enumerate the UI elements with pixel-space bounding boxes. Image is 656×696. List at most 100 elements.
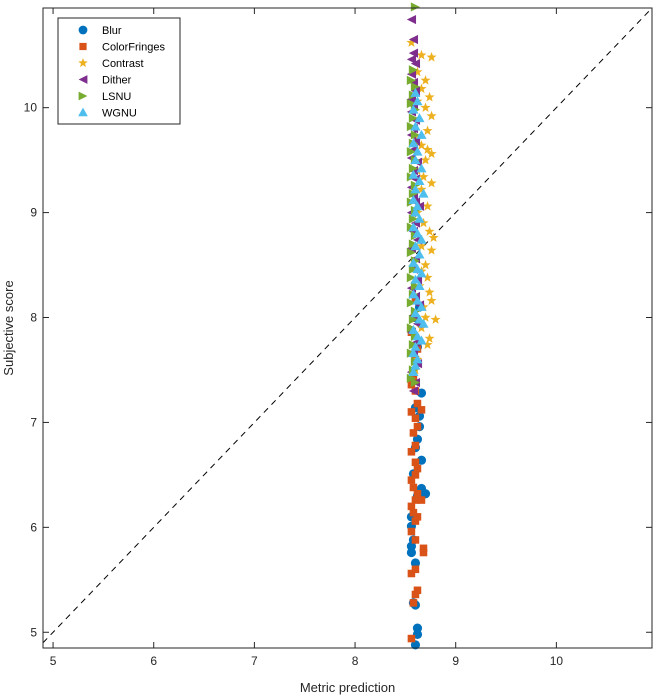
legend-marker-colorfringes	[79, 42, 87, 51]
legend-marker-dither	[78, 75, 88, 84]
data-point-wgnu	[416, 268, 427, 278]
data-point-wgnu	[418, 318, 429, 328]
data-point-wgnu	[408, 104, 419, 114]
data-point-contrast	[424, 226, 435, 236]
data-point-lsnu	[410, 377, 421, 388]
data-point-wgnu	[410, 184, 421, 194]
data-point-contrast	[426, 295, 437, 305]
data-point-wgnu	[408, 138, 419, 148]
data-point-dither	[410, 59, 421, 69]
series-wgnu	[408, 87, 429, 376]
data-point-lsnu	[408, 340, 419, 350]
data-point-blur	[406, 547, 417, 558]
data-point-wgnu	[410, 155, 421, 165]
legend: Blur ColorFringes Contrast Dither LSNU WGNU	[57, 17, 181, 125]
data-point-wgnu	[410, 360, 421, 370]
data-point-wgnu	[410, 241, 421, 251]
data-point-colorfringes	[411, 458, 420, 467]
data-point-lsnu	[410, 82, 421, 92]
y-tick-label: 8	[30, 311, 37, 325]
data-point-colorfringes	[409, 429, 418, 437]
legend-label-dither: Dither	[102, 75, 132, 87]
legend-label-contrast: Contrast	[102, 58, 144, 70]
data-point-lsnu	[408, 239, 419, 249]
data-point-contrast	[422, 144, 433, 154]
data-point-contrast	[418, 171, 429, 182]
y-tick-label: 6	[30, 520, 37, 534]
data-point-colorfringes	[407, 448, 416, 456]
data-point-contrast	[424, 333, 435, 343]
data-point-colorfringes	[411, 517, 420, 525]
data-point-lsnu	[406, 273, 417, 283]
data-point-colorfringes	[417, 406, 426, 414]
data-point-lsnu	[408, 315, 419, 325]
data-point-wgnu	[416, 234, 427, 244]
data-point-wgnu	[414, 176, 425, 186]
data-point-contrast	[416, 184, 427, 194]
data-point-colorfringes	[413, 586, 422, 595]
data-point-wgnu	[416, 335, 427, 345]
data-point-blur	[412, 623, 423, 633]
data-point-contrast	[406, 37, 417, 47]
x-axis-title: Metric prediction	[300, 680, 395, 695]
data-point-wgnu	[412, 295, 423, 305]
data-point-colorfringes	[409, 599, 418, 607]
data-point-colorfringes	[413, 489, 422, 498]
y-tick-label: 9	[30, 206, 37, 220]
data-point-lsnu	[406, 298, 417, 308]
data-point-dither	[410, 136, 421, 146]
reference-diagonal-line	[42, 7, 653, 644]
data-point-wgnu	[412, 96, 423, 106]
data-point-contrast	[422, 125, 433, 136]
data-point-wgnu	[412, 331, 423, 341]
data-point-contrast	[416, 49, 427, 60]
data-point-wgnu	[408, 257, 419, 267]
data-point-lsnu	[406, 121, 417, 132]
data-point-wgnu	[412, 264, 423, 274]
data-point-wgnu	[408, 367, 419, 376]
data-point-contrast	[426, 148, 437, 159]
data-point-colorfringes	[407, 476, 416, 484]
y-axis: 5 6 7 8 9 10	[24, 101, 652, 639]
data-point-contrast	[428, 232, 439, 243]
legend-label-lsnu: LSNU	[102, 91, 131, 103]
data-point-contrast	[422, 272, 433, 282]
data-point-contrast	[426, 245, 437, 255]
data-point-contrast	[420, 154, 431, 165]
data-point-wgnu	[410, 87, 421, 97]
y-tick-label: 5	[30, 625, 37, 639]
data-point-wgnu	[410, 308, 421, 318]
data-point-contrast	[426, 52, 437, 62]
data-point-lsnu	[406, 247, 417, 258]
x-axis: 5 6 7 8 9 10	[50, 8, 563, 668]
data-markers	[406, 2, 441, 650]
data-point-wgnu	[408, 348, 419, 358]
data-point-wgnu	[416, 301, 427, 311]
data-point-wgnu	[410, 121, 421, 131]
data-point-lsnu	[406, 147, 417, 157]
data-point-colorfringes	[407, 569, 416, 578]
legend-marker-lsnu	[78, 91, 88, 101]
plot-frame	[42, 7, 653, 649]
data-point-lsnu	[410, 2, 421, 12]
data-point-wgnu	[410, 207, 421, 217]
y-axis-title: Subjective score	[1, 280, 16, 375]
data-point-colorfringes	[411, 536, 420, 544]
data-point-lsnu	[408, 214, 419, 224]
legend-box	[57, 17, 181, 125]
data-point-contrast	[422, 201, 433, 211]
data-point-colorfringes	[409, 508, 418, 517]
legend-label-wgnu: WGNU	[102, 108, 137, 120]
data-point-wgnu	[408, 289, 419, 299]
data-point-contrast	[412, 66, 423, 77]
legend-marker-blur	[78, 25, 88, 35]
data-point-contrast	[416, 240, 427, 251]
data-point-wgnu	[408, 325, 419, 335]
data-point-wgnu	[414, 280, 425, 290]
data-point-lsnu	[408, 113, 419, 123]
data-point-lsnu	[410, 130, 421, 140]
data-point-wgnu	[408, 222, 419, 232]
data-point-colorfringes	[419, 544, 428, 553]
data-point-colorfringes	[419, 548, 428, 557]
